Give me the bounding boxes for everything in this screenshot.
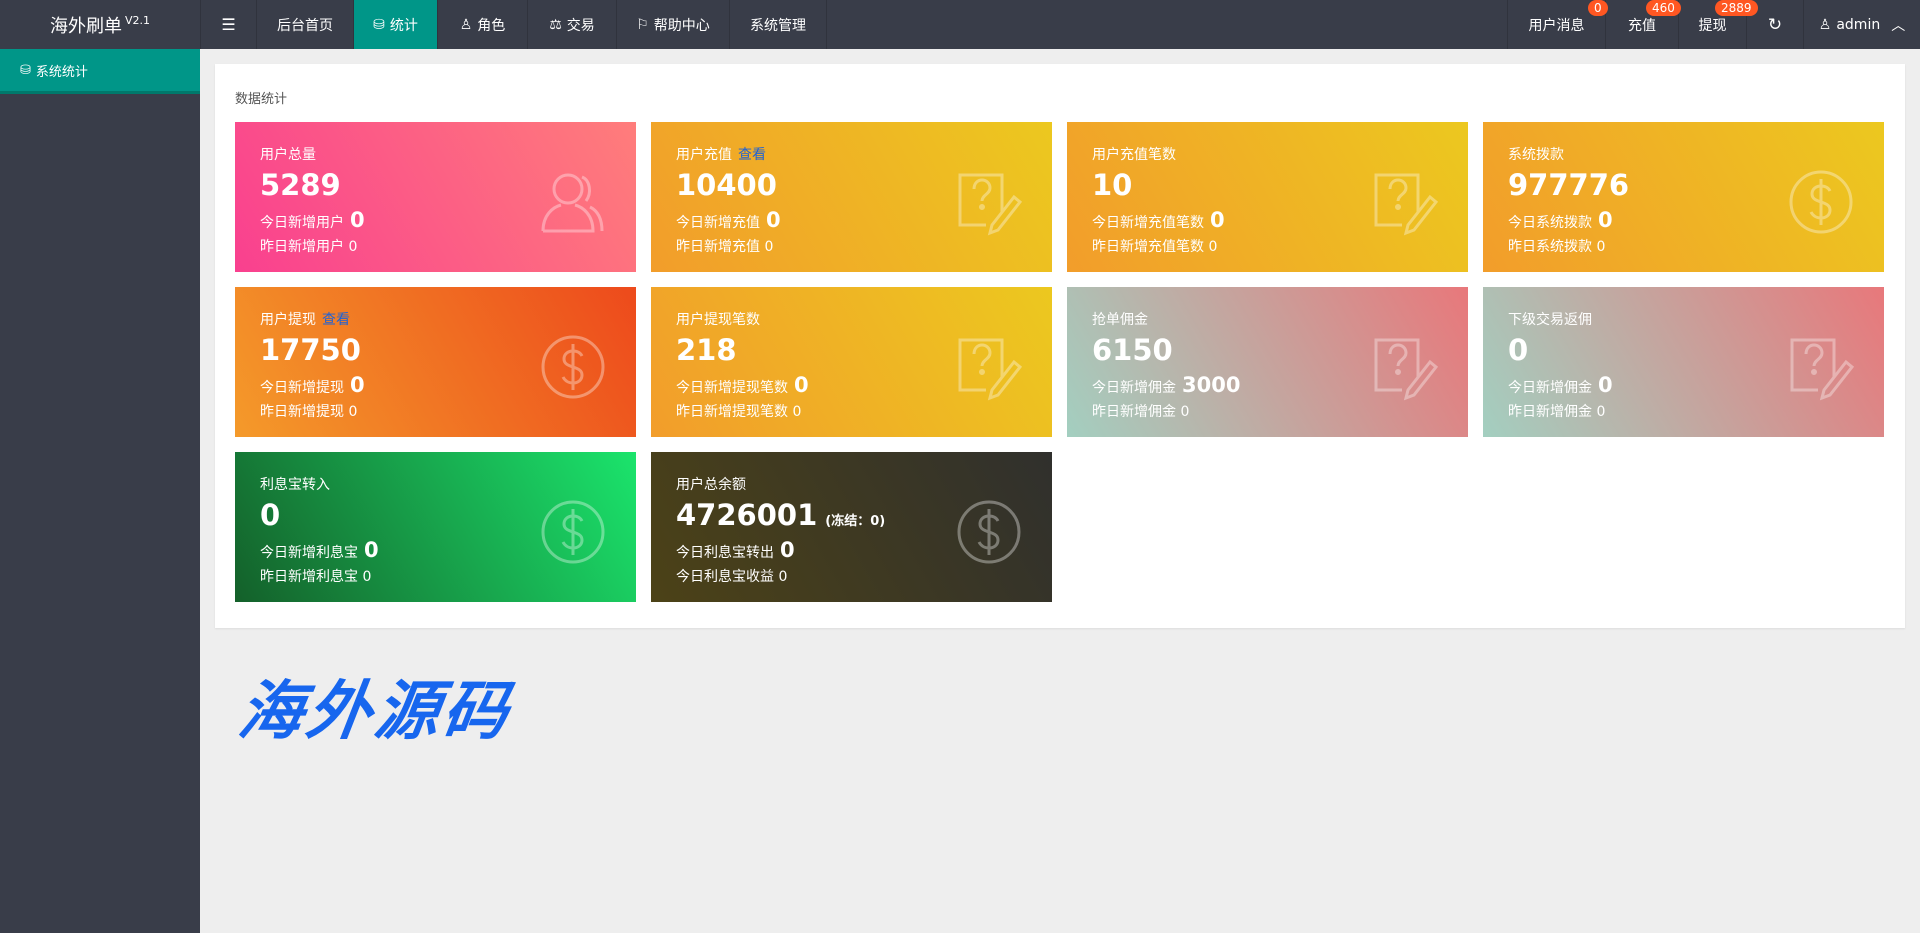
card-label: 系统拨款 — [1508, 147, 1564, 163]
users-icon — [538, 167, 608, 237]
card-label: 抢单佣金 — [1092, 312, 1148, 328]
frozen-amount: (冻结：0) — [825, 514, 886, 529]
card-today: 今日利息宝转出 0 — [676, 538, 795, 562]
card-yesterday: 今日利息宝收益 0 — [676, 569, 788, 585]
user-icon: ♙ — [1818, 16, 1832, 33]
nav-messages[interactable]: 用户消息 0 — [1507, 0, 1608, 49]
note-question-icon — [1370, 167, 1440, 237]
dollar-icon — [538, 332, 608, 402]
view-link[interactable]: 查看 — [738, 147, 766, 163]
nav-system[interactable]: 系统管理 — [729, 0, 827, 49]
card-value: 218 — [676, 333, 737, 367]
top-bar: 海外刷单 V2.1 ☰ 后台首页 ⛁ 统计 ♙ 角色 ⚖ 交易 ⚐ 帮助中心 系统管理 用… — [0, 0, 1920, 49]
card-value: 977776 — [1508, 168, 1630, 202]
note-question-icon — [1786, 332, 1856, 402]
messages-badge: 0 — [1588, 0, 1608, 16]
nav-recharge[interactable]: 充值 460 — [1605, 0, 1681, 49]
card-yesterday: 昨日新增充值笔数 0 — [1092, 239, 1218, 255]
dollar-icon — [1786, 167, 1856, 237]
card-label: 用户总余额 — [676, 477, 746, 493]
card-label: 用户提现笔数 — [676, 312, 760, 328]
card-today: 今日系统拨款 0 — [1508, 208, 1613, 232]
card-value: 10400 — [676, 168, 777, 202]
refresh-icon: ↻ — [1767, 14, 1783, 35]
panel-title: 数据统计 — [235, 92, 288, 107]
card-yesterday: 昨日新增充值 0 — [676, 239, 774, 255]
menu-toggle-button[interactable]: ☰ — [200, 0, 256, 49]
card-value: 4726001 (冻结：0) — [676, 498, 886, 532]
stat-card: 下级交易返佣 0 今日新增佣金 0 昨日新增佣金 0 — [1483, 287, 1884, 437]
stat-card: 抢单佣金 6150 今日新增佣金 3000 昨日新增佣金 0 — [1067, 287, 1468, 437]
nav-roles[interactable]: ♙ 角色 — [437, 0, 527, 49]
nav-trade[interactable]: ⚖ 交易 — [527, 0, 616, 49]
nav-withdraw[interactable]: 提现 2889 — [1678, 0, 1758, 49]
stat-card: 利息宝转入 0 今日新增利息宝 0 昨日新增利息宝 0 — [235, 452, 636, 602]
card-yesterday: 昨日新增提现笔数 0 — [676, 404, 802, 420]
card-label: 用户提现 查看 — [260, 312, 350, 328]
nav-home[interactable]: 后台首页 — [256, 0, 353, 49]
stat-card: 用户提现笔数 218 今日新增提现笔数 0 昨日新增提现笔数 0 — [651, 287, 1052, 437]
card-yesterday: 昨日新增利息宝 0 — [260, 569, 372, 585]
watermark: 海外源码 — [233, 674, 517, 749]
database-icon: ⛁ — [373, 16, 385, 33]
note-question-icon — [954, 332, 1024, 402]
view-link[interactable]: 查看 — [322, 312, 350, 328]
refresh-button[interactable]: ↻ — [1746, 0, 1803, 49]
card-value: 17750 — [260, 333, 361, 367]
sidebar: ⛁ 系统统计 — [0, 49, 200, 933]
card-label: 用户充值 查看 — [676, 147, 766, 163]
card-today: 今日新增提现笔数 0 — [676, 373, 809, 397]
card-label: 用户充值笔数 — [1092, 147, 1176, 163]
card-value: 0 — [260, 498, 281, 532]
logo[interactable]: 海外刷单 V2.1 — [49, 14, 151, 37]
card-yesterday: 昨日新增提现 0 — [260, 404, 358, 420]
card-today: 今日新增充值 0 — [676, 208, 781, 232]
stat-card: 用户提现 查看 17750 今日新增提现 0 昨日新增提现 0 — [235, 287, 636, 437]
card-yesterday: 昨日新增用户 0 — [260, 239, 358, 255]
card-today: 今日新增提现 0 — [260, 373, 365, 397]
recharge-badge: 460 — [1646, 0, 1681, 16]
nav-stats[interactable]: ⛁ 统计 — [353, 0, 437, 49]
user-menu[interactable]: ♙ admin ︿ — [1803, 0, 1920, 49]
card-today: 今日新增用户 0 — [260, 208, 365, 232]
card-today: 今日新增利息宝 0 — [260, 538, 379, 562]
sidebar-item-system-stats[interactable]: ⛁ 系统统计 — [0, 49, 200, 94]
chevron-up-icon: ︿ — [1891, 17, 1906, 34]
card-label: 用户总量 — [260, 147, 316, 163]
card-yesterday: 昨日系统拨款 0 — [1508, 239, 1606, 255]
stat-card: 用户总余额 4726001 (冻结：0) 今日利息宝转出 0 今日利息宝收益 0 — [651, 452, 1052, 602]
card-value: 6150 — [1092, 333, 1173, 367]
stat-card: 用户总量 5289 今日新增用户 0 昨日新增用户 0 — [235, 122, 636, 272]
card-yesterday: 昨日新增佣金 0 — [1092, 404, 1190, 420]
dollar-icon — [538, 497, 608, 567]
note-question-icon — [954, 167, 1024, 237]
flag-icon: ⚐ — [636, 16, 649, 33]
card-yesterday: 昨日新增佣金 0 — [1508, 404, 1606, 420]
withdraw-badge: 2889 — [1715, 0, 1758, 16]
scale-icon: ⚖ — [549, 16, 562, 33]
version: V2.1 — [124, 14, 151, 27]
card-today: 今日新增充值笔数 0 — [1092, 208, 1225, 232]
dollar-icon — [954, 497, 1024, 567]
card-label: 下级交易返佣 — [1508, 312, 1592, 328]
stat-card: 用户充值笔数 10 今日新增充值笔数 0 昨日新增充值笔数 0 — [1067, 122, 1468, 272]
card-value: 0 — [1508, 333, 1529, 367]
card-label: 利息宝转入 — [260, 477, 330, 493]
menu-fold-icon: ☰ — [221, 15, 236, 34]
card-today: 今日新增佣金 0 — [1508, 373, 1613, 397]
stat-card: 用户充值 查看 10400 今日新增充值 0 昨日新增充值 0 — [651, 122, 1052, 272]
nav-help[interactable]: ⚐ 帮助中心 — [616, 0, 729, 49]
database-icon: ⛁ — [20, 62, 31, 78]
card-value: 10 — [1092, 168, 1133, 202]
user-icon: ♙ — [459, 16, 473, 33]
note-question-icon — [1370, 332, 1440, 402]
stat-card: 系统拨款 977776 今日系统拨款 0 昨日系统拨款 0 — [1483, 122, 1884, 272]
card-today: 今日新增佣金 3000 — [1092, 373, 1241, 397]
card-value: 5289 — [260, 168, 341, 202]
